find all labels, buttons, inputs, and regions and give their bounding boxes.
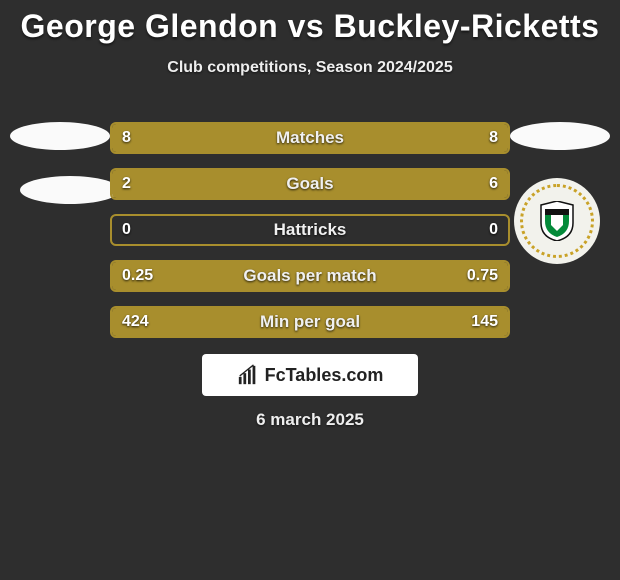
stat-row: Goals2 6 — [110, 168, 510, 200]
stat-row: Hattricks0 0 — [110, 214, 510, 246]
page-title: George Glendon vs Buckley-Ricketts — [0, 8, 620, 45]
logo-text: FcTables.com — [265, 365, 384, 386]
stat-row: Min per goal424 145 — [110, 306, 510, 338]
player-right-badge-1 — [510, 122, 610, 150]
stat-value-right: 6 — [479, 170, 508, 198]
stat-value-right: 145 — [461, 308, 508, 336]
stat-row: Goals per match0.25 0.75 — [110, 260, 510, 292]
stat-value-right: 0.75 — [457, 262, 508, 290]
stat-value-left: 424 — [112, 308, 159, 336]
stat-value-right: 8 — [479, 124, 508, 152]
stat-row: Matches8 8 — [110, 122, 510, 154]
stat-value-left: 0.25 — [112, 262, 163, 290]
stat-label: Matches — [112, 124, 508, 152]
stat-value-left: 0 — [112, 216, 141, 244]
chart-icon — [237, 364, 259, 386]
stat-label: Goals per match — [112, 262, 508, 290]
stat-value-left: 2 — [112, 170, 141, 198]
stat-value-left: 8 — [112, 124, 141, 152]
player-left-badge-2 — [20, 176, 120, 204]
fctables-logo: FcTables.com — [202, 354, 418, 396]
date-text: 6 march 2025 — [0, 410, 620, 430]
stat-label: Hattricks — [112, 216, 508, 244]
player-left-badge-1 — [10, 122, 110, 150]
subtitle: Club competitions, Season 2024/2025 — [0, 59, 620, 77]
player-right-club-crest — [514, 178, 600, 264]
stat-value-right: 0 — [479, 216, 508, 244]
stat-label: Goals — [112, 170, 508, 198]
stats-panel: Matches8 8 Goals2 6 Hattricks0 0 Goals per mat… — [110, 122, 510, 352]
stat-label: Min per goal — [112, 308, 508, 336]
